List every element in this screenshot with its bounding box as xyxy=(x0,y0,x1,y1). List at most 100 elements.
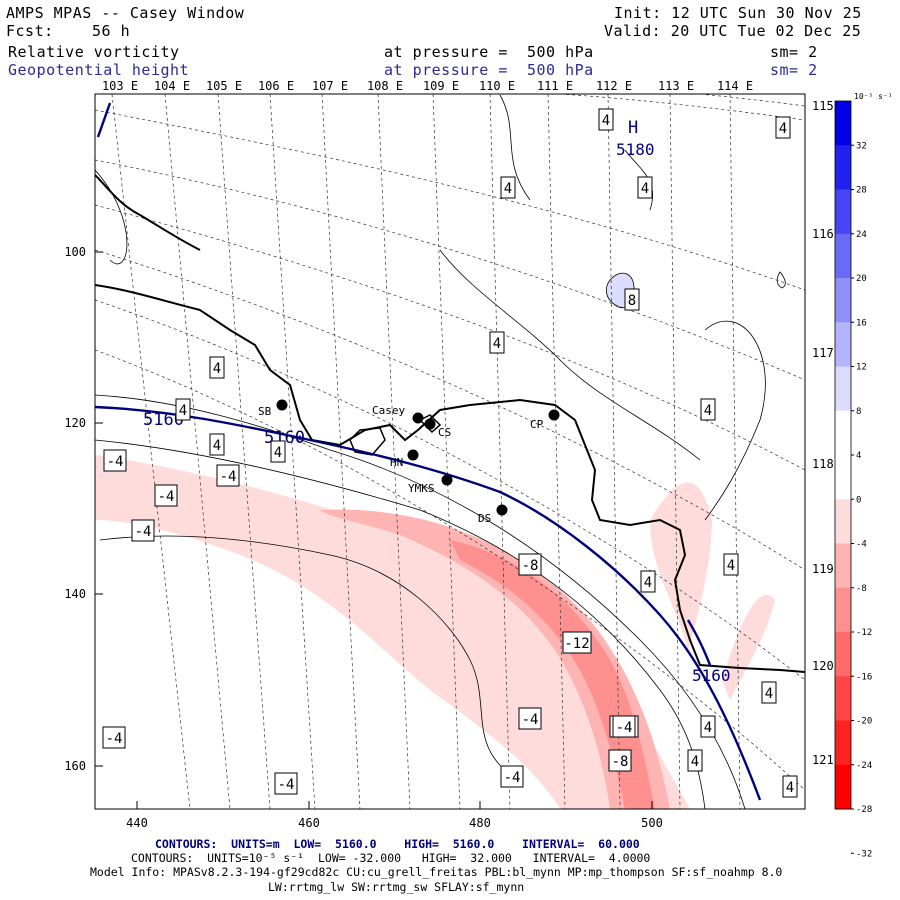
colorbar-label: -24 xyxy=(856,761,872,771)
colorbar-segment xyxy=(835,322,851,367)
vorticity-label-box xyxy=(131,519,155,542)
top-lon-label: 112 E xyxy=(596,79,632,93)
vorticity-label-box xyxy=(175,398,191,421)
vorticity-label: -4 xyxy=(107,454,124,470)
field1-level: at pressure = 500 hPa xyxy=(384,43,594,61)
x-tick-label: 440 xyxy=(126,816,148,830)
colorbar-label: 20 xyxy=(856,274,867,284)
coastline xyxy=(95,284,805,673)
vorticity-label-box xyxy=(216,464,240,487)
vorticity-label-box xyxy=(782,775,798,798)
y-axis: 100 120 140 160 xyxy=(64,245,103,773)
top-lon-label: 114 E xyxy=(717,79,753,93)
colorbar-label: 12 xyxy=(856,363,867,373)
plot-title: AMPS MPAS -- Casey Window xyxy=(6,4,245,22)
c1-high: HIGH= 5160.0 xyxy=(404,837,495,851)
colorbar-segment xyxy=(835,587,851,633)
forecast-hours: 56 h xyxy=(92,22,131,40)
vorticity-label-box xyxy=(761,681,777,704)
vorticity-label-box xyxy=(102,726,126,749)
colorbar-segment xyxy=(835,764,851,810)
station-marker xyxy=(424,418,436,430)
colorbar-label: -4 xyxy=(856,540,867,550)
colorbar-segment xyxy=(835,233,851,279)
station-label: YMKS xyxy=(408,482,435,495)
vorticity-label: 4 xyxy=(179,403,187,419)
footer-line1: CONTOURS: UNITS=m LOW= 5160.0 HIGH= 5160… xyxy=(155,837,640,851)
vorticity-label: -8 xyxy=(612,754,629,770)
c2-label: CONTOURS: xyxy=(131,851,194,865)
top-lon-label: 104 E xyxy=(154,79,190,93)
vorticity-label: 4 xyxy=(765,686,773,702)
vorticity-label: 4 xyxy=(213,361,221,377)
station-label: SB xyxy=(258,405,272,418)
height-contour-5160 xyxy=(95,405,762,801)
station-label: Casey xyxy=(372,404,405,417)
model-info-2: LW:rrtmg_lw SW:rrtmg_sw SFLAY:sf_mynn xyxy=(268,880,525,894)
top-lon-label: 106 E xyxy=(258,79,294,93)
y-tick-label: 120 xyxy=(64,416,86,430)
colorbar-label: -20 xyxy=(856,717,872,727)
height-contour-north xyxy=(96,102,112,138)
vorticity-label: -4 xyxy=(278,777,295,793)
vorticity-label: 4 xyxy=(504,181,512,197)
height-label: 5160 xyxy=(692,666,731,685)
top-lon-label: 103 E xyxy=(102,79,138,93)
station-marker xyxy=(441,474,453,486)
c1-interval: INTERVAL= 60.000 xyxy=(522,837,640,851)
vorticity-label: 4 xyxy=(786,780,794,796)
vorticity-label-box xyxy=(103,449,127,472)
x-tick-label: 460 xyxy=(298,816,320,830)
height-label: 5180 xyxy=(616,140,655,159)
vorticity-label-box xyxy=(687,749,703,772)
colorbar-label: 24 xyxy=(856,230,867,240)
colorbar-segment xyxy=(835,543,851,589)
field1-name: Relative vorticity xyxy=(8,43,180,61)
vorticity-label: -4 xyxy=(106,731,123,747)
map-fields xyxy=(95,94,805,809)
vorticity-label-box xyxy=(598,108,614,131)
vorticity-label: 4 xyxy=(727,558,735,574)
vorticity-label: 4 xyxy=(274,445,282,461)
field2-smoothing: sm= 2 xyxy=(770,61,818,79)
colorbar-segment xyxy=(835,278,851,323)
vorticity-label: -4 xyxy=(616,720,633,736)
y-tick-label: 100 xyxy=(64,245,86,259)
station-label: CS xyxy=(438,426,451,439)
colorbar-label: -16 xyxy=(856,672,872,682)
station-marker xyxy=(407,449,419,461)
top-lon-label: 113 E xyxy=(658,79,694,93)
plot-frame xyxy=(94,93,806,810)
station-label: DS xyxy=(478,512,491,525)
x-tick-label: 500 xyxy=(641,816,663,830)
vorticity-label: -4 xyxy=(158,489,175,505)
colorbar-label: -28 xyxy=(856,805,872,815)
vorticity-label-box xyxy=(518,707,542,730)
vorticity-label: -4 xyxy=(220,469,237,485)
station-label: HN xyxy=(390,456,403,469)
colorbar-label: 8 xyxy=(856,407,861,417)
vorticity-shade-neg12 xyxy=(450,540,655,809)
vorticity-label-box xyxy=(500,765,524,788)
c2-high: HIGH= 32.000 xyxy=(421,851,512,865)
vorticity-label: -4 xyxy=(522,712,539,728)
vorticity-label-box xyxy=(562,631,592,654)
station-marker xyxy=(412,412,424,424)
colorbar-segment xyxy=(835,499,851,544)
colorbar-segment xyxy=(835,720,851,766)
colorbar-segment xyxy=(835,455,851,500)
graticule xyxy=(95,94,805,809)
colorbar-label: -12 xyxy=(856,628,872,638)
c2-interval: INTERVAL= 4.0000 xyxy=(532,851,651,865)
colorbar-segment xyxy=(835,189,851,235)
stations: SB Casey CS CP HN YMKS DS xyxy=(258,399,560,525)
x-axis: 440 460 480 500 xyxy=(126,801,663,830)
height-contour-5160-tail xyxy=(686,619,712,666)
top-lon-label: 111 E xyxy=(537,79,573,93)
colorbar-label: 32 xyxy=(856,141,867,151)
forecast-label: Fcst: xyxy=(6,22,54,40)
colorbar-label: 0 xyxy=(856,495,861,505)
vorticity-label-box xyxy=(209,433,225,456)
